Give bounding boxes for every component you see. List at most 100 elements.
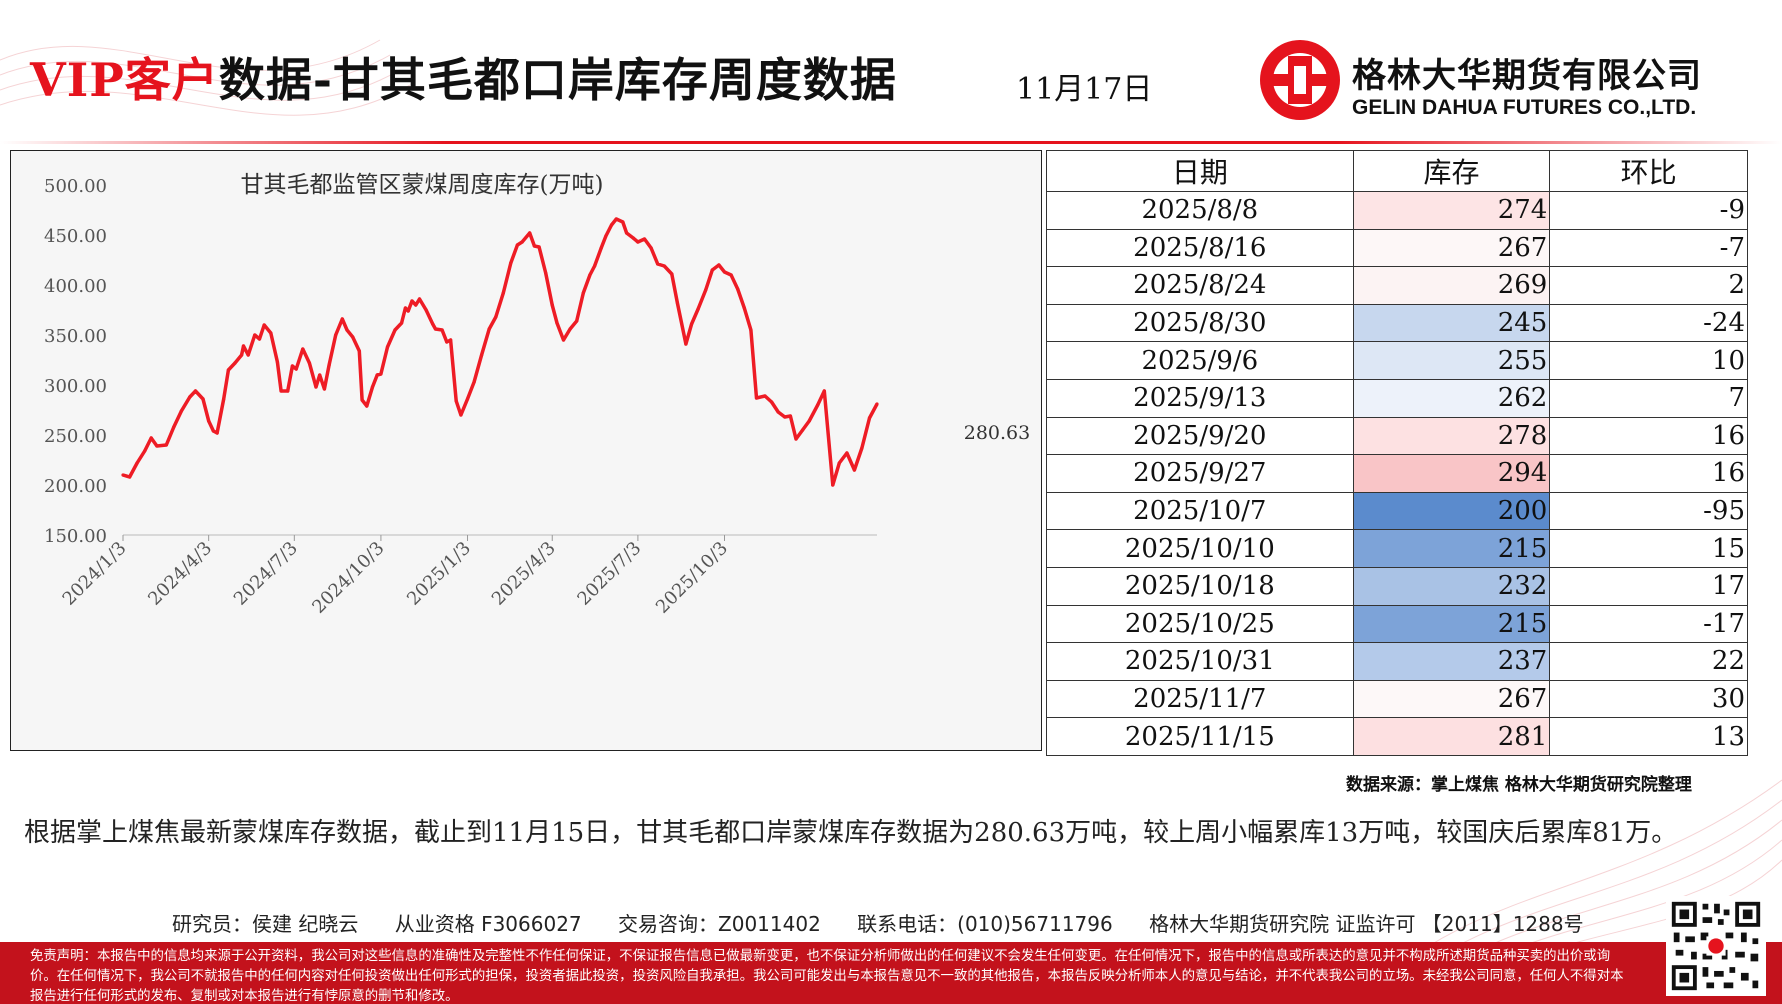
- data-point: [269, 331, 273, 335]
- data-point: [831, 483, 835, 487]
- cell-change: 16: [1549, 416, 1748, 456]
- cell-stock: 215: [1352, 529, 1551, 568]
- data-point: [754, 396, 759, 400]
- x-tick-label: 2025/4/3: [488, 538, 560, 610]
- cell-stock: 255: [1352, 341, 1551, 380]
- cell-change: 17: [1549, 566, 1748, 606]
- cell-change: 2: [1549, 266, 1748, 305]
- y-tick-label: 150.00: [44, 526, 107, 547]
- table-row: 2025/8/16 267 -7: [1046, 228, 1748, 268]
- data-point: [801, 428, 805, 432]
- data-point: [636, 240, 640, 244]
- data-point: [459, 413, 463, 417]
- table-row: 2025/8/30 245 -24: [1046, 303, 1748, 343]
- cell-change: 13: [1549, 717, 1748, 756]
- cell-stock: 274: [1352, 191, 1551, 230]
- data-point: [776, 410, 780, 414]
- data-point: [729, 273, 733, 277]
- cell-stock: 200: [1352, 491, 1551, 531]
- data-point: [625, 231, 629, 235]
- data-point: [307, 361, 311, 365]
- data-point: [400, 321, 404, 325]
- disclaimer-bar: 免责声明：本报告中的信息均来源于公开资料，我公司对这些信息的准确性及完整性不作任…: [0, 942, 1782, 1004]
- data-point: [193, 389, 198, 393]
- cell-stock: 245: [1352, 303, 1551, 343]
- data-point: [875, 402, 879, 406]
- x-tick-label: 2024/10/3: [308, 538, 388, 618]
- y-tick-label: 400.00: [44, 276, 107, 297]
- cell-change: 10: [1549, 341, 1748, 380]
- cell-date: 2025/11/15: [1046, 717, 1354, 756]
- summary-paragraph: 根据掌上煤焦最新蒙煤库存数据，截止到11月15日，甘其毛都口岸蒙煤库存数据为28…: [24, 818, 1678, 848]
- cell-stock: 232: [1352, 566, 1551, 606]
- company-name-cn: 格林大华期货有限公司: [1352, 56, 1702, 96]
- cell-change: -95: [1549, 491, 1748, 531]
- data-point: [575, 319, 579, 323]
- cell-stock: 215: [1352, 604, 1551, 644]
- data-point: [403, 306, 407, 310]
- y-tick-label: 500.00: [44, 176, 107, 197]
- data-point: [662, 264, 666, 268]
- data-point: [357, 349, 361, 353]
- data-point: [241, 344, 246, 348]
- data-point: [233, 361, 237, 365]
- data-point: [207, 419, 211, 423]
- data-point: [143, 449, 147, 453]
- data-point: [340, 317, 344, 321]
- data-point: [414, 303, 418, 307]
- data-point: [561, 338, 566, 342]
- qr-code-icon: [1666, 896, 1766, 996]
- data-point: [593, 264, 597, 268]
- data-point: [769, 400, 774, 404]
- cell-stock: 237: [1352, 642, 1551, 681]
- data-point: [816, 403, 820, 407]
- cell-change: 16: [1549, 454, 1748, 493]
- data-point: [275, 360, 279, 364]
- title-vip: VIP客户: [30, 53, 219, 107]
- col-header-change: 环比: [1549, 150, 1748, 192]
- footer-license: 从业资格 F3066027: [394, 912, 582, 936]
- cell-change: 7: [1549, 378, 1748, 418]
- report-date: 11月17日: [1016, 72, 1153, 107]
- data-point: [222, 397, 226, 401]
- x-tick-label: 2025/7/3: [573, 538, 645, 610]
- footer-researcher: 研究员：侯建 纪晓云: [172, 912, 359, 936]
- title-main: 数据-甘其毛都口岸库存周度数据: [218, 53, 897, 107]
- table-row: 2025/10/10 215 15: [1046, 529, 1748, 568]
- data-point: [544, 271, 548, 275]
- data-point: [393, 328, 397, 332]
- footer-institute: 格林大华期货研究院 证监许可 【2011】1288号: [1149, 912, 1584, 936]
- data-point: [440, 328, 444, 332]
- cell-date: 2025/10/7: [1046, 491, 1354, 531]
- cell-stock: 267: [1352, 679, 1551, 719]
- data-point: [286, 389, 290, 393]
- y-tick-label: 350.00: [44, 326, 107, 347]
- table-header-row: 日期 库存 环比: [1046, 150, 1748, 192]
- table-row: 2025/9/13 262 7: [1046, 378, 1748, 418]
- data-point: [555, 321, 559, 325]
- footer-credits: 研究员：侯建 纪晓云 从业资格 F3066027 交易咨询：Z0011402 联…: [172, 908, 1614, 937]
- cell-date: 2025/9/6: [1046, 341, 1354, 380]
- data-point: [642, 237, 647, 241]
- cell-stock: 278: [1352, 416, 1551, 456]
- col-header-stock: 库存: [1352, 150, 1551, 192]
- x-tick-label: 2024/7/3: [230, 538, 302, 610]
- data-point: [472, 380, 476, 384]
- data-point: [852, 468, 857, 472]
- data-point: [480, 353, 484, 357]
- data-point: [588, 273, 592, 277]
- inventory-table: 日期 库存 环比 2025/8/8 274 -9 2025/8/16 267 -7 2025…: [1046, 150, 1748, 756]
- cell-date: 2025/8/30: [1046, 303, 1354, 343]
- cell-change: 15: [1549, 529, 1748, 568]
- data-point: [749, 328, 753, 332]
- data-point: [318, 373, 322, 377]
- cell-date: 2025/10/25: [1046, 604, 1354, 644]
- data-point: [599, 246, 603, 250]
- data-point: [215, 431, 219, 435]
- cell-stock: 294: [1352, 454, 1551, 493]
- data-point: [314, 385, 318, 389]
- data-point: [722, 270, 727, 274]
- x-tick-label: 2024/4/3: [144, 538, 216, 610]
- cell-stock: 262: [1352, 378, 1551, 418]
- data-point: [135, 461, 139, 465]
